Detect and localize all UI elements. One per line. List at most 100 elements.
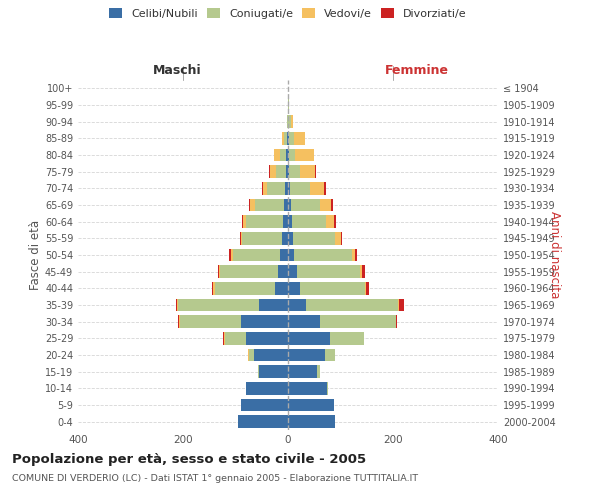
Bar xyxy=(288,116,293,128)
Bar xyxy=(223,332,288,344)
Bar xyxy=(288,298,398,311)
Bar xyxy=(288,248,352,261)
Bar xyxy=(288,132,295,144)
Bar xyxy=(282,132,288,144)
Bar xyxy=(288,182,310,194)
Bar xyxy=(181,316,288,328)
Bar xyxy=(241,399,288,411)
Bar xyxy=(288,266,362,278)
Bar xyxy=(288,416,335,428)
Bar xyxy=(288,366,320,378)
Bar xyxy=(288,266,365,278)
Bar xyxy=(232,248,288,261)
Bar xyxy=(288,399,334,411)
Bar xyxy=(288,382,328,394)
Bar xyxy=(284,198,288,211)
Text: Femmine: Femmine xyxy=(385,64,449,78)
Bar xyxy=(244,216,288,228)
Bar xyxy=(288,266,298,278)
Bar xyxy=(288,382,328,394)
Bar xyxy=(214,282,288,294)
Bar xyxy=(248,349,288,361)
Bar xyxy=(269,166,288,178)
Bar xyxy=(263,182,288,194)
Bar xyxy=(288,216,336,228)
Bar xyxy=(241,399,288,411)
Bar xyxy=(288,416,335,428)
Y-axis label: Anni di nascita: Anni di nascita xyxy=(548,212,561,298)
Bar xyxy=(288,349,335,361)
Bar xyxy=(288,132,289,144)
Bar xyxy=(233,248,288,261)
Bar xyxy=(275,282,288,294)
Text: COMUNE DI VERDERIO (LC) - Dati ISTAT 1° gennaio 2005 - Elaborazione TUTTITALIA.I: COMUNE DI VERDERIO (LC) - Dati ISTAT 1° … xyxy=(12,474,418,483)
Bar xyxy=(288,248,355,261)
Bar xyxy=(288,149,314,161)
Bar xyxy=(288,399,334,411)
Bar xyxy=(287,116,288,128)
Bar xyxy=(257,366,288,378)
Bar xyxy=(215,282,288,294)
Bar xyxy=(288,166,316,178)
Bar xyxy=(246,382,288,394)
Bar xyxy=(288,116,293,128)
Bar xyxy=(288,248,358,261)
Bar xyxy=(288,366,320,378)
Bar xyxy=(246,382,288,394)
Bar xyxy=(288,349,335,361)
Bar xyxy=(288,149,289,161)
Bar xyxy=(218,266,288,278)
Bar xyxy=(288,382,328,394)
Bar xyxy=(255,198,288,211)
Bar xyxy=(288,216,326,228)
Bar xyxy=(241,316,288,328)
Bar xyxy=(248,349,288,361)
Bar xyxy=(288,298,404,311)
Bar xyxy=(288,316,397,328)
Bar xyxy=(277,266,288,278)
Bar xyxy=(248,198,288,211)
Bar xyxy=(288,132,305,144)
Bar xyxy=(288,232,293,244)
Bar xyxy=(288,182,326,194)
Bar xyxy=(246,216,288,228)
Bar xyxy=(282,132,288,144)
Bar xyxy=(288,266,361,278)
Bar xyxy=(288,166,299,178)
Bar xyxy=(267,182,288,194)
Bar xyxy=(242,232,288,244)
Bar xyxy=(241,399,288,411)
Bar xyxy=(238,416,288,428)
Text: Popolazione per età, sesso e stato civile - 2005: Popolazione per età, sesso e stato civil… xyxy=(12,452,366,466)
Bar xyxy=(288,282,365,294)
Bar xyxy=(288,332,364,344)
Text: Maschi: Maschi xyxy=(152,64,202,78)
Bar xyxy=(250,198,288,211)
Bar xyxy=(238,416,288,428)
Bar xyxy=(242,216,288,228)
Bar xyxy=(288,149,314,161)
Bar xyxy=(284,132,288,144)
Bar xyxy=(246,382,288,394)
Bar xyxy=(274,149,288,161)
Bar xyxy=(283,216,288,228)
Bar xyxy=(288,198,290,211)
Bar xyxy=(288,316,320,328)
Bar xyxy=(269,166,288,178)
Bar xyxy=(288,232,335,244)
Bar xyxy=(241,399,288,411)
Bar xyxy=(288,399,334,411)
Bar xyxy=(176,298,288,311)
Bar xyxy=(288,349,325,361)
Bar xyxy=(224,332,288,344)
Bar xyxy=(288,282,366,294)
Bar xyxy=(212,282,288,294)
Bar xyxy=(179,316,288,328)
Bar xyxy=(246,382,288,394)
Bar xyxy=(238,416,288,428)
Bar xyxy=(276,166,288,178)
Legend: Celibi/Nubili, Coniugati/e, Vedovi/e, Divorziati/e: Celibi/Nubili, Coniugati/e, Vedovi/e, Di… xyxy=(107,6,469,21)
Bar xyxy=(288,99,289,112)
Bar xyxy=(288,416,335,428)
Bar xyxy=(288,382,328,394)
